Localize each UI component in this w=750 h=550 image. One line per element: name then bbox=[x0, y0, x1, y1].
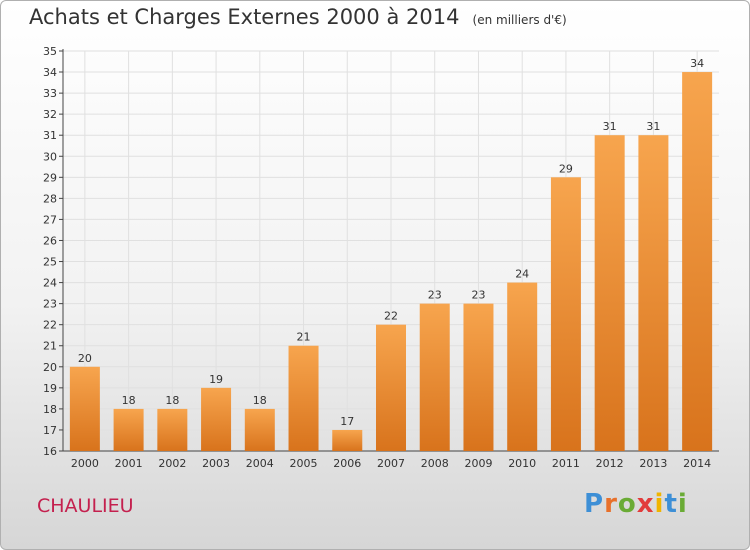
y-tick-label: 32 bbox=[43, 108, 57, 121]
x-tick-label: 2011 bbox=[552, 457, 580, 470]
y-tick-label: 24 bbox=[43, 277, 57, 290]
data-label-2013: 31 bbox=[646, 120, 660, 133]
data-label-2008: 23 bbox=[428, 289, 442, 302]
chart-title-block: Achats et Charges Externes 2000 à 2014 (… bbox=[29, 5, 567, 29]
bars bbox=[69, 72, 713, 452]
y-tick-label: 30 bbox=[43, 150, 57, 163]
chart-title: Achats et Charges Externes 2000 à 2014 bbox=[29, 5, 460, 29]
data-label-2007: 22 bbox=[384, 310, 398, 323]
logo-letter: r bbox=[604, 489, 618, 519]
bar-2004 bbox=[244, 408, 275, 451]
y-tick-label: 27 bbox=[43, 213, 57, 226]
logo-letter: i bbox=[677, 489, 688, 519]
x-tick-label: 2003 bbox=[202, 457, 230, 470]
x-tick-label: 2000 bbox=[71, 457, 99, 470]
bar-2010 bbox=[507, 282, 538, 451]
x-tick-label: 2009 bbox=[464, 457, 492, 470]
bar-2009 bbox=[463, 303, 494, 451]
y-tick-label: 16 bbox=[43, 445, 57, 458]
data-label-2001: 18 bbox=[122, 394, 136, 407]
y-tick-label: 21 bbox=[43, 340, 57, 353]
x-tick-label: 2007 bbox=[377, 457, 405, 470]
x-tick-label: 2005 bbox=[290, 457, 318, 470]
y-tick-label: 35 bbox=[43, 45, 57, 58]
logo-letter: t bbox=[664, 489, 678, 519]
data-label-2005: 21 bbox=[297, 331, 311, 344]
x-tick-label: 2010 bbox=[508, 457, 536, 470]
logo-letter: P bbox=[584, 489, 605, 519]
x-tick-label: 2014 bbox=[683, 457, 711, 470]
y-tick-label: 26 bbox=[43, 234, 57, 247]
logo-letter: o bbox=[617, 489, 637, 519]
bar-2001 bbox=[113, 408, 144, 451]
bar-2007 bbox=[376, 324, 406, 451]
proxiti-logo[interactable]: Proxiti bbox=[584, 489, 688, 519]
data-label-2009: 23 bbox=[471, 289, 485, 302]
x-tick-label: 2001 bbox=[115, 457, 143, 470]
bar-2000 bbox=[69, 366, 100, 451]
bar-2013 bbox=[638, 135, 669, 452]
y-tick-label: 31 bbox=[43, 129, 57, 142]
bar-2005 bbox=[288, 345, 319, 451]
data-label-2006: 17 bbox=[340, 415, 354, 428]
data-label-2011: 29 bbox=[559, 162, 573, 175]
y-tick-label: 33 bbox=[43, 87, 57, 100]
data-label-2014: 34 bbox=[690, 57, 704, 70]
y-tick-label: 29 bbox=[43, 171, 57, 184]
y-tick-label: 25 bbox=[43, 256, 57, 269]
x-tick-label: 2008 bbox=[421, 457, 449, 470]
x-tick-label: 2012 bbox=[596, 457, 624, 470]
data-label-2003: 19 bbox=[209, 373, 223, 386]
bar-2011 bbox=[550, 177, 581, 451]
bar-2002 bbox=[157, 408, 188, 451]
data-label-2002: 18 bbox=[165, 394, 179, 407]
data-label-2012: 31 bbox=[603, 120, 617, 133]
commune-name: CHAULIEU bbox=[37, 495, 134, 517]
logo-letter: x bbox=[636, 489, 655, 519]
bar-2012 bbox=[594, 135, 625, 452]
data-labels: 20 18 18 19 18 21 17 22 23 23 24 29 31 31 34 bbox=[78, 57, 704, 428]
x-tick-label: 2013 bbox=[639, 457, 667, 470]
data-label-2000: 20 bbox=[78, 352, 92, 365]
data-label-2004: 18 bbox=[253, 394, 267, 407]
y-tick-label: 34 bbox=[43, 66, 57, 79]
y-tick-label: 22 bbox=[43, 319, 57, 332]
bar-2006 bbox=[332, 429, 363, 451]
logo-letter: i bbox=[654, 489, 665, 519]
x-tick-label: 2006 bbox=[333, 457, 361, 470]
bar-2014 bbox=[682, 72, 713, 451]
chart-unit-note: (en milliers d'€) bbox=[472, 13, 567, 27]
y-tick-label: 20 bbox=[43, 361, 57, 374]
y-tick-label: 17 bbox=[43, 424, 57, 437]
y-tick-label: 18 bbox=[43, 403, 57, 416]
x-tick-label: 2002 bbox=[158, 457, 186, 470]
x-tick-label: 2004 bbox=[246, 457, 274, 470]
bar-2003 bbox=[201, 387, 232, 451]
data-label-2010: 24 bbox=[515, 268, 529, 281]
bar-2008 bbox=[419, 303, 450, 451]
y-tick-label: 23 bbox=[43, 298, 57, 311]
y-tick-label: 19 bbox=[43, 382, 57, 395]
y-tick-label: 28 bbox=[43, 192, 57, 205]
